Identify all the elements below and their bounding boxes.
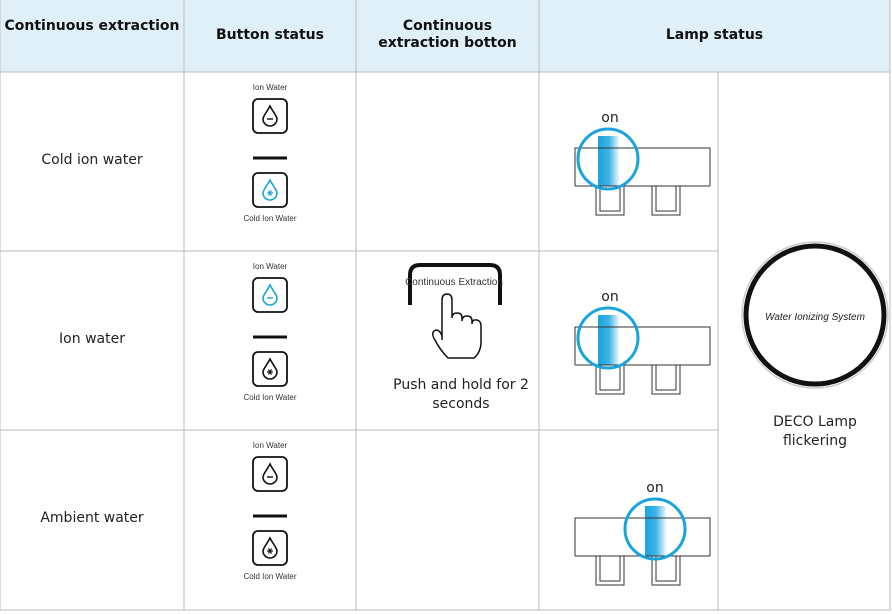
droplet — [262, 283, 278, 306]
lamp-glow — [598, 315, 620, 365]
lamp-highlight — [576, 306, 640, 370]
deco-status: DECO Lamp flickering — [773, 414, 857, 449]
faucet — [651, 556, 681, 586]
header-bg — [0, 0, 890, 72]
button-caption: Cold Ion Water — [243, 214, 297, 223]
dispenser — [574, 517, 711, 557]
deco-lamp-text: Water Ionizing System — [765, 312, 865, 323]
droplet-star — [267, 548, 273, 554]
dispenser — [574, 147, 711, 187]
lamp-label: on — [646, 480, 664, 496]
instruction: Push and hold for 2 seconds — [393, 377, 529, 412]
button — [252, 530, 288, 566]
faucet — [651, 186, 681, 216]
faucet — [595, 186, 625, 216]
row-label: Ambient water — [40, 510, 144, 526]
hand — [432, 293, 482, 359]
button-caption: Ion Water — [252, 262, 288, 271]
button-caption: Cold Ion Water — [243, 393, 297, 402]
droplet — [262, 536, 278, 559]
lamp-glow — [598, 136, 620, 186]
droplet — [262, 178, 278, 201]
button-label: Continuous Extraction — [405, 277, 503, 288]
extraction-button — [408, 263, 502, 305]
faucet — [651, 365, 681, 395]
faucet — [595, 365, 625, 395]
lamp-highlight — [623, 497, 687, 561]
droplet — [262, 104, 278, 127]
row-label: Cold ion water — [41, 152, 143, 168]
header-cell: Continuous extraction — [4, 18, 180, 34]
droplet — [262, 462, 278, 485]
header-cell: Lamp status — [665, 27, 764, 43]
button — [252, 172, 288, 208]
faucet — [595, 556, 625, 586]
button — [252, 277, 288, 313]
header-cell: Button status — [216, 27, 324, 43]
header-cell: Continuous extraction botton — [378, 18, 517, 51]
deco-ring — [743, 243, 887, 387]
button — [252, 98, 288, 134]
button-caption: Ion Water — [252, 83, 288, 92]
button — [252, 351, 288, 387]
button-caption: Ion Water — [252, 441, 288, 450]
row-label: Ion water — [59, 331, 125, 347]
droplet-star — [267, 190, 273, 196]
lamp-label: on — [601, 289, 619, 305]
button-caption: Cold Ion Water — [243, 572, 297, 581]
button — [252, 456, 288, 492]
droplet — [262, 357, 278, 380]
lamp-label: on — [601, 110, 619, 126]
lamp-glow — [645, 506, 667, 556]
dispenser — [574, 326, 711, 366]
lamp-highlight — [576, 127, 640, 191]
droplet-star — [267, 369, 273, 375]
